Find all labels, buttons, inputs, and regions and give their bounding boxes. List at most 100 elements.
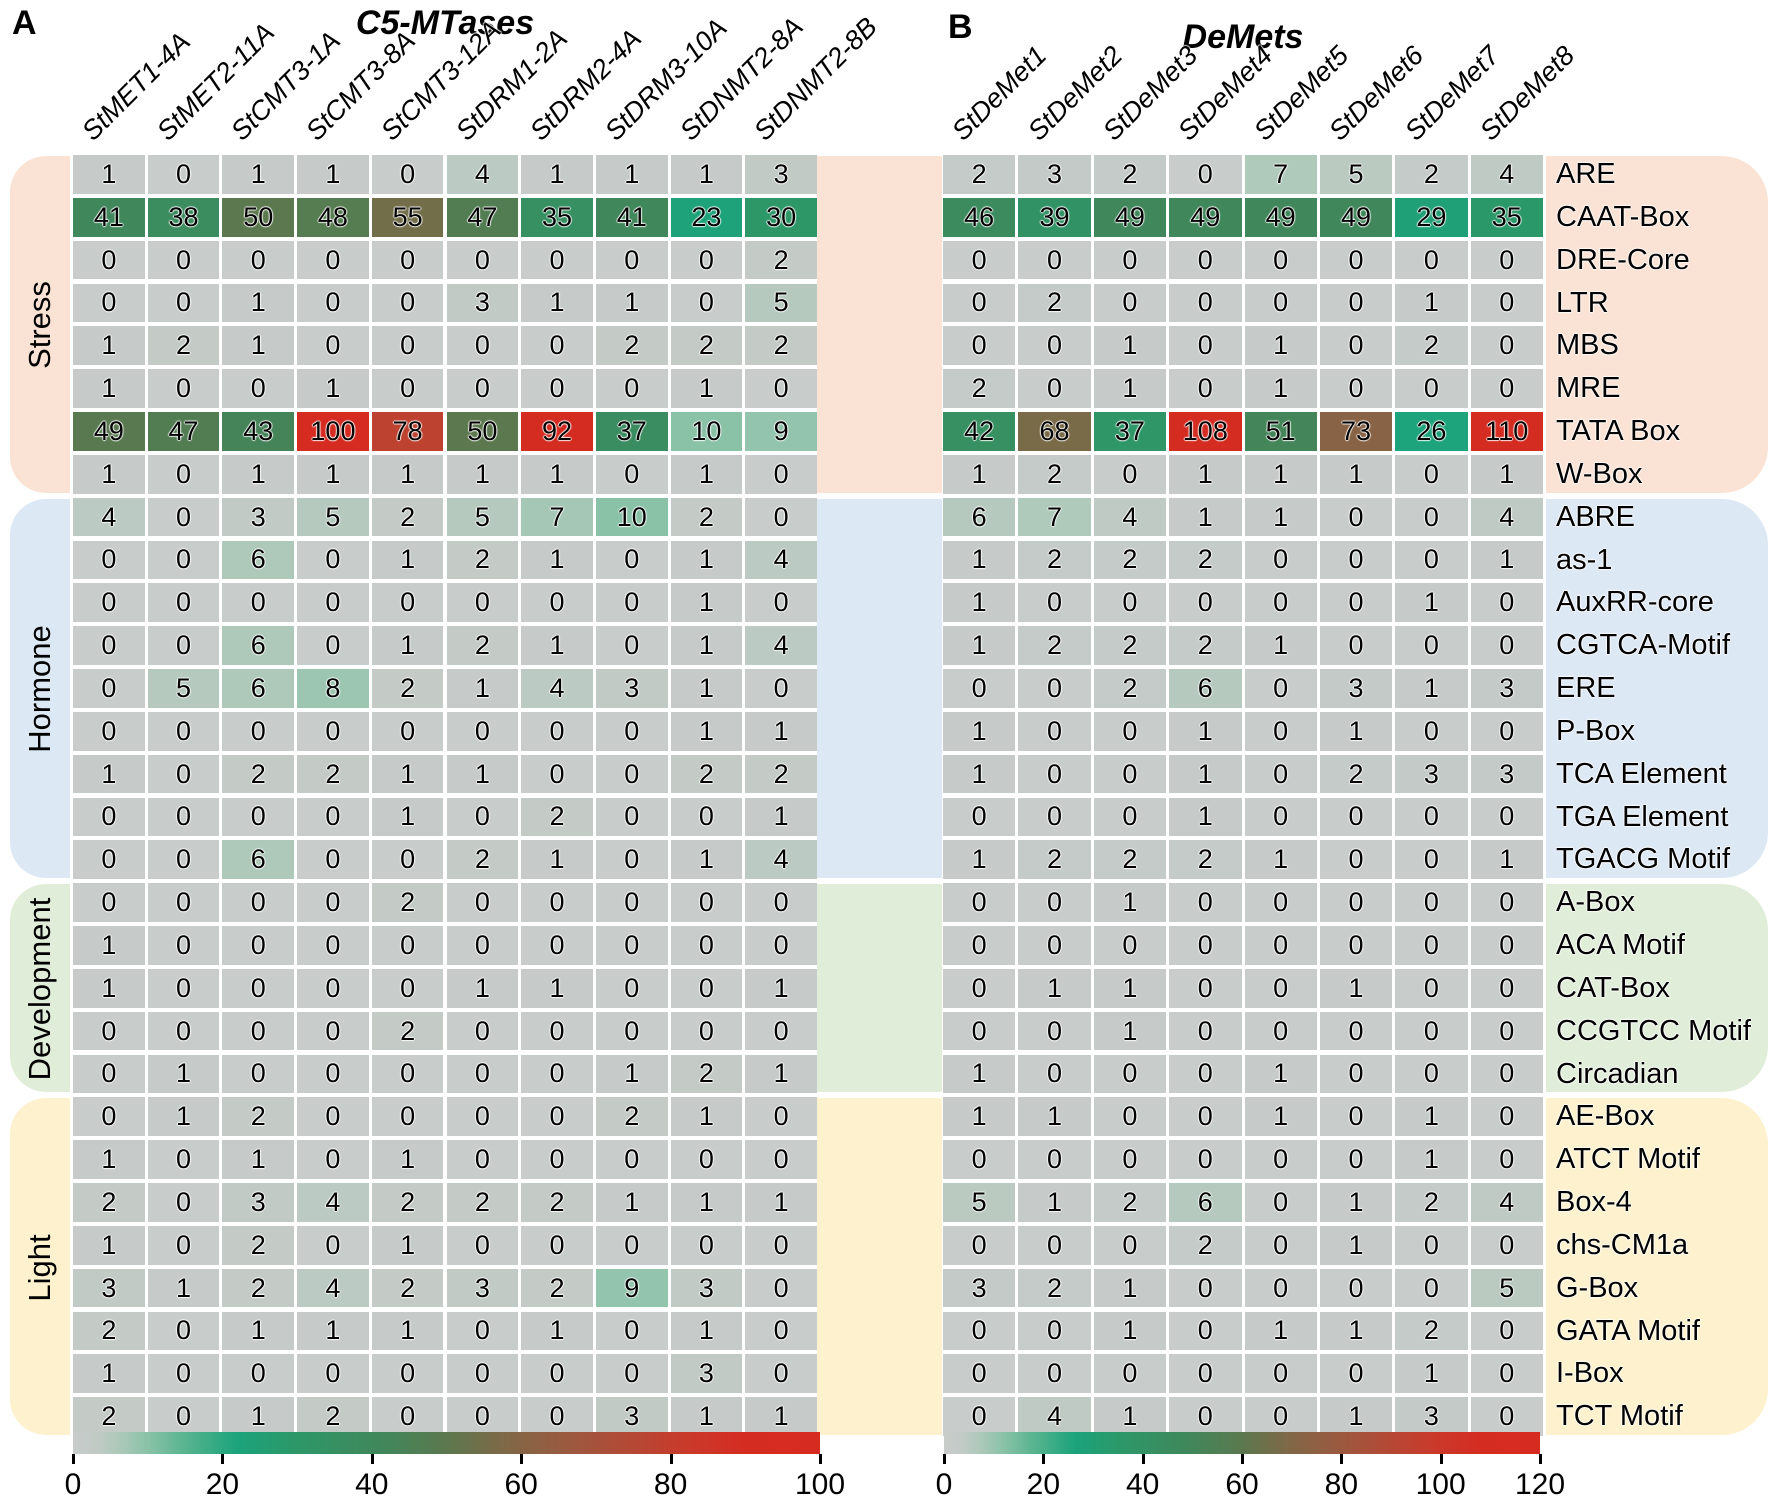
heatmap-cell: 0 [670,797,743,837]
heatmap-cell: 110 [1470,412,1543,451]
row-label: ERE [1556,672,1616,704]
heatmap-cell: 0 [1093,583,1167,623]
heatmap-cell: 1 [521,540,593,580]
heatmap-cell: 1 [73,754,145,794]
heatmap-cell: 0 [1470,797,1543,837]
heatmap-cell: 0 [521,1011,593,1051]
colorbar-tick-label: 20 [1026,1468,1061,1501]
heatmap-cell: 0 [1093,1054,1167,1094]
heatmap-cell: 48 [297,197,369,237]
row-label: TATA Box [1556,415,1681,447]
heatmap-cell: 0 [1169,926,1242,965]
heatmap-cell: 0 [1018,669,1091,708]
heatmap-cell: 1 [595,155,668,194]
heatmap-cell: 0 [222,583,295,623]
row-label: CGTCA-Motif [1556,629,1730,662]
heatmap-cell: 0 [297,1225,369,1265]
heatmap-cell: 1 [521,626,593,665]
colorbar-tick-label: 80 [1324,1468,1359,1501]
heatmap-cell: 0 [1018,711,1091,751]
heatmap-cell: 0 [147,1183,220,1222]
heatmap-cell: 1 [943,1054,1016,1094]
heatmap-cell: 0 [1395,240,1468,280]
heatmap-cell: 3 [1395,754,1468,794]
heatmap-cell: 2 [595,326,668,366]
heatmap-cell: 6 [1169,669,1242,708]
heatmap-cell: 2 [1093,540,1167,580]
heatmap-cell: 1 [670,840,743,880]
heatmap-cell: 0 [943,1311,1016,1351]
heatmap-cell: 0 [297,540,369,580]
heatmap-cell: 7 [1018,497,1091,537]
heatmap-cell: 0 [297,1054,369,1094]
heatmap-cell: 1 [1093,1268,1167,1308]
heatmap-cell: 3 [670,1354,743,1394]
heatmap-cell: 0 [1470,711,1543,751]
heatmap-cell: 0 [1244,1140,1317,1179]
heatmap-cell: 0 [147,369,220,408]
heatmap-cell: 4 [521,669,593,708]
heatmap-cell: 0 [297,583,369,623]
heatmap-cell: 0 [1470,1311,1543,1351]
colorbar-tick [520,1454,524,1464]
row-label: TCA Element [1556,757,1727,790]
heatmap-cell: 0 [147,1311,220,1351]
heatmap-cell: 2 [147,326,220,366]
heatmap-cell: 1 [1319,1225,1393,1265]
heatmap-cell: 41 [73,197,145,237]
heatmap-cell: 2 [1395,155,1468,194]
heatmap-cell: 0 [147,711,220,751]
heatmap-cell: 0 [371,155,444,194]
heatmap-cell: 1 [1395,1097,1468,1137]
heatmap-cell: 0 [595,883,668,922]
category-band-development: Development [10,884,70,1093]
heatmap-cell: 0 [1244,754,1317,794]
heatmap-cell: 6 [222,840,295,880]
heatmap-cell: 0 [943,1011,1016,1051]
heatmap-cell: 50 [222,197,295,237]
heatmap-cell: 0 [1244,797,1317,837]
heatmap-cell: 0 [371,711,444,751]
heatmap-cell: 0 [670,926,743,965]
heatmap-cell: 0 [1319,1054,1393,1094]
heatmap-cell: 29 [1395,197,1468,237]
heatmap-cell: 4 [745,840,817,880]
heatmap-cell: 0 [147,797,220,837]
heatmap-cell: 5 [943,1183,1016,1222]
heatmap-cell: 1 [1018,1183,1091,1222]
heatmap-cell: 0 [1169,1054,1242,1094]
heatmap-cell: 0 [446,1225,519,1265]
heatmap-cell: 0 [595,1311,668,1351]
heatmap-cell: 0 [73,711,145,751]
heatmap-cell: 1 [1169,497,1242,537]
category-band-development [1546,884,1768,1093]
heatmap-cell: 0 [1244,240,1317,280]
heatmap-cell: 0 [446,1397,519,1436]
heatmap-cell: 2 [1169,540,1242,580]
heatmap-cell: 0 [521,369,593,408]
heatmap-cell: 0 [222,240,295,280]
heatmap-cell: 0 [1395,497,1468,537]
heatmap-cell: 1 [595,283,668,323]
heatmap-cell: 0 [1244,926,1317,965]
heatmap-cell: 1 [1319,1311,1393,1351]
heatmap-cell: 1 [222,454,295,494]
heatmap-cell: 0 [147,883,220,922]
heatmap-cell: 2 [371,497,444,537]
colorbar-tick [943,1454,946,1464]
row-label: TGA Element [1556,800,1729,833]
heatmap-cell: 1 [1470,540,1543,580]
heatmap-cell: 0 [521,1354,593,1394]
heatmap-cell: 0 [1319,326,1393,366]
panel-a-title: C5-MTases [355,4,535,42]
row-label: AuxRR-core [1556,586,1714,619]
heatmap-cell: 1 [222,1311,295,1351]
heatmap-cell: 0 [1319,540,1393,580]
heatmap-cell: 1 [222,155,295,194]
heatmap-cell: 0 [1470,369,1543,408]
heatmap-cell: 2 [1018,540,1091,580]
heatmap-cell: 1 [1093,326,1167,366]
heatmap-cell: 0 [595,1140,668,1179]
heatmap-cell: 0 [745,926,817,965]
heatmap-cell: 1 [670,454,743,494]
